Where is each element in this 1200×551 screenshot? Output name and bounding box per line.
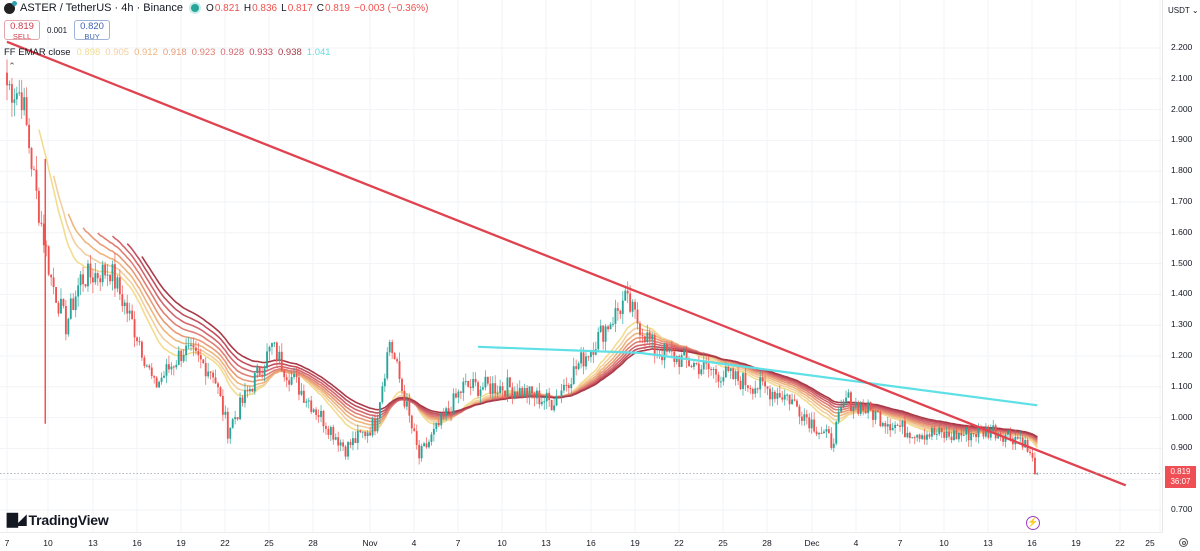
sell-price: 0.819: [10, 21, 34, 32]
time-axis-label: 7: [455, 538, 461, 548]
time-axis-label: 10: [43, 538, 53, 548]
spread-value: 0.001: [47, 25, 68, 35]
sell-label: SELL: [12, 32, 32, 41]
price-axis-label: 1.500: [1171, 257, 1193, 268]
time-axis-label: 19: [176, 538, 186, 548]
price-axis-label: 1.200: [1171, 350, 1193, 360]
indicator-value: 0.933: [249, 47, 273, 58]
price-axis-label: 2.100: [1171, 72, 1193, 83]
indicator-value: 0.905: [105, 47, 130, 58]
indicator-value: 0.898: [76, 47, 101, 58]
price-chart-canvas[interactable]: [0, 0, 1163, 533]
last-price-tag: 0.819 36:07: [1165, 466, 1196, 488]
time-axis-label: 4: [853, 538, 859, 548]
trade-panel: 0.819 SELL 0.001 0.820 BUY: [4, 20, 111, 41]
time-axis-label: 4: [411, 538, 417, 548]
time-axis-label: 16: [586, 538, 596, 548]
price-change: −0.003 (−0.36%): [353, 2, 429, 14]
lightning-event-icon[interactable]: ⚡: [1026, 516, 1040, 530]
time-axis[interactable]: 7 10 13 16 19 22 25 28 Nov 4 7 10 13 16 19 22 25 28 Dec 4 7 1…: [0, 532, 1163, 551]
time-axis-label: 13: [541, 538, 551, 548]
indicator-value: 0.912: [134, 47, 158, 58]
ohlc-open: O0.821: [206, 2, 240, 14]
time-axis-label: 28: [762, 538, 772, 548]
indicator-legend[interactable]: FF EMAR close 0.898 0.905 0.912 0.918 0.…: [4, 47, 336, 58]
ema-ribbon: [38, 129, 1038, 449]
chart-header: ASTER / TetherUS · 4h · Binance O0.821 H…: [4, 0, 429, 14]
symbol-title[interactable]: ASTER / TetherUS · 4h · Binance: [20, 2, 184, 14]
time-axis-label: 13: [983, 538, 993, 548]
chart-grid: [0, 0, 1163, 533]
price-axis-label: 2.200: [1171, 42, 1193, 52]
price-axis-label: 1.000: [1171, 411, 1193, 422]
tradingview-logo-text: TradingView: [28, 511, 109, 528]
aster-logo-icon: [4, 0, 17, 14]
time-axis-label: 16: [132, 538, 142, 548]
indicator-value: 1.041: [306, 47, 331, 58]
settings-gear-icon[interactable]: [1179, 538, 1188, 547]
time-axis-label: 28: [308, 538, 318, 548]
ema-long-line: [477, 345, 1038, 407]
time-axis-label: 25: [1145, 538, 1155, 548]
indicator-name: FF EMAR close: [4, 47, 71, 58]
price-axis-label: 1.100: [1171, 380, 1193, 391]
price-axis-label: 1.400: [1171, 288, 1193, 299]
buy-label: BUY: [84, 32, 100, 41]
time-axis-label: 19: [630, 538, 640, 548]
time-axis-label: 25: [264, 538, 274, 548]
ohlc-low: L0.817: [281, 2, 313, 14]
price-axis-label: 1.700: [1171, 196, 1193, 206]
price-axis-label: 0.900: [1171, 442, 1193, 453]
price-axis-label: 0.700: [1171, 504, 1193, 514]
trendline[interactable]: [6, 40, 1127, 487]
price-axis-label: 1.900: [1171, 134, 1193, 145]
last-price-value: 0.819: [1170, 467, 1191, 476]
time-axis-label: Dec: [804, 538, 820, 548]
indicator-value: 0.923: [191, 47, 216, 58]
bar-countdown: 36:07: [1170, 477, 1191, 486]
market-open-status-icon: [191, 4, 200, 12]
time-axis-label: 7: [4, 538, 10, 548]
indicator-value: 0.938: [277, 47, 302, 58]
tradingview-mark-icon: ▇◢: [7, 511, 26, 527]
price-axis-label: 1.300: [1171, 319, 1193, 330]
time-axis-label: 10: [939, 538, 949, 548]
sell-button[interactable]: 0.819 SELL: [4, 20, 40, 41]
time-axis-label: 19: [1071, 538, 1081, 548]
time-axis-label: 16: [1027, 538, 1037, 548]
price-axis-label: 1.600: [1171, 226, 1193, 237]
time-axis-label: 22: [220, 538, 230, 548]
tradingview-logo[interactable]: ▇◢ TradingView: [7, 511, 109, 528]
time-axis-label: 25: [718, 538, 728, 548]
buy-price: 0.820: [80, 21, 104, 32]
currency-selector[interactable]: USDT ⌄: [1168, 6, 1199, 15]
buy-button[interactable]: 0.820 BUY: [74, 20, 111, 41]
time-axis-label: 22: [674, 538, 684, 548]
time-axis-label: 10: [497, 538, 507, 548]
price-axis-label: 2.000: [1171, 103, 1193, 114]
time-axis-label: 22: [1115, 538, 1125, 548]
collapse-legend-button[interactable]: ⌃: [8, 61, 16, 71]
time-axis-label: 13: [88, 538, 98, 548]
price-axis[interactable]: USDT ⌄ 2.200 2.100 2.000 1.900 1.800 1.700 1.6…: [1162, 0, 1200, 551]
price-axis-label: 1.800: [1171, 165, 1193, 176]
indicator-value: 0.928: [220, 47, 245, 58]
time-axis-label: 7: [897, 538, 903, 548]
time-axis-label: Nov: [362, 538, 378, 548]
indicator-value: 0.918: [162, 47, 187, 58]
ohlc-close: C0.819: [316, 2, 350, 14]
ohlc-high: H0.836: [243, 2, 278, 14]
